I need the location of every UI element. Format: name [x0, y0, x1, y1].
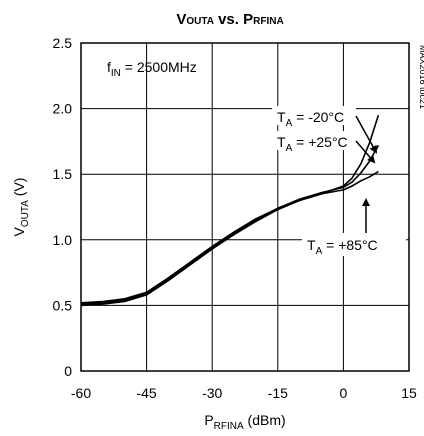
- x-tick-label: -30: [202, 385, 222, 401]
- series-group: [80, 114, 380, 307]
- grid: [81, 43, 409, 371]
- plot-border: [80, 42, 410, 372]
- plot-area: [81, 43, 409, 371]
- series-label-minus20: TA = -20°C: [277, 109, 344, 129]
- label-bg-plus25: [272, 131, 356, 150]
- series-label-plus25: TA = +25°C: [277, 134, 348, 154]
- series-label-plus85: TA = +85°C: [307, 237, 378, 257]
- figure-id: MAX2016 toc21: [418, 45, 424, 109]
- x-tick-label: -15: [268, 385, 288, 401]
- x-tick-label: 15: [401, 385, 417, 401]
- y-axis-label: VOUTA (V): [11, 178, 31, 237]
- y-tick-label: 0.5: [53, 297, 73, 313]
- arrow-plus25: [355, 140, 376, 164]
- series-line-minus20: [80, 114, 380, 307]
- label-bg-plus85: [302, 233, 406, 256]
- y-tick-label: 1.0: [53, 232, 73, 248]
- condition-label: fIN = 2500MHz: [107, 59, 197, 79]
- x-tick-label: 0: [340, 385, 348, 401]
- series-line-plus85: [80, 170, 379, 304]
- arrow-minus20: [355, 115, 377, 154]
- y-tick-label: 1.5: [53, 166, 73, 182]
- x-tick-label: -60: [71, 385, 91, 401]
- series-line-plus25: [80, 144, 380, 305]
- tick-labels: -60 -45 -30 -15 0 15 0 0.5 1.0 1.5 2.0 2.5: [53, 35, 417, 401]
- label-bg-minus20: [272, 106, 356, 125]
- y-tick-label: 2.5: [53, 35, 73, 51]
- y-tick-label: 2.0: [53, 101, 73, 117]
- chart-title: VOUTA vs. PRFINA: [176, 11, 283, 28]
- x-axis-label: PRFINA (dBm): [204, 412, 285, 432]
- y-tick-label: 0: [64, 363, 72, 379]
- x-tick-label: -45: [136, 385, 156, 401]
